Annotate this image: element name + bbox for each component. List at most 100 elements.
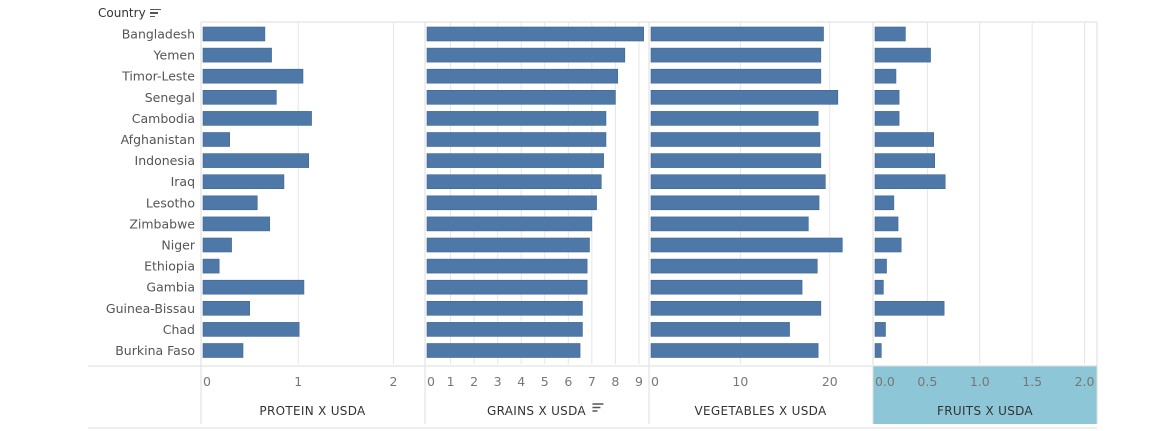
x-tick-label: 2 bbox=[389, 374, 397, 389]
bar[interactable] bbox=[202, 279, 305, 295]
bar[interactable] bbox=[426, 216, 593, 232]
country-label[interactable]: Indonesia bbox=[135, 153, 195, 168]
x-tick-label: 1.5 bbox=[1022, 374, 1042, 389]
bar[interactable] bbox=[202, 26, 266, 42]
bar[interactable] bbox=[202, 90, 277, 105]
bar[interactable] bbox=[202, 237, 232, 253]
bar[interactable] bbox=[650, 47, 822, 63]
bar[interactable] bbox=[874, 258, 887, 274]
bar[interactable] bbox=[202, 300, 250, 316]
country-label[interactable]: Guinea-Bissau bbox=[106, 301, 195, 316]
country-label[interactable]: Burkina Faso bbox=[115, 343, 195, 358]
bar[interactable] bbox=[650, 322, 790, 337]
x-tick-label: 0 bbox=[427, 374, 435, 389]
bar[interactable] bbox=[650, 343, 819, 358]
bar[interactable] bbox=[874, 237, 902, 253]
bar[interactable] bbox=[202, 111, 312, 126]
bar[interactable] bbox=[650, 132, 821, 147]
bar[interactable] bbox=[426, 300, 583, 316]
country-label[interactable]: Yemen bbox=[153, 48, 195, 63]
bar[interactable] bbox=[874, 111, 900, 126]
bar[interactable] bbox=[202, 343, 244, 358]
bar[interactable] bbox=[650, 174, 826, 189]
bar[interactable] bbox=[426, 279, 588, 295]
bar[interactable] bbox=[650, 111, 819, 126]
bar[interactable] bbox=[426, 132, 607, 147]
bar[interactable] bbox=[426, 258, 588, 274]
bar[interactable] bbox=[426, 343, 581, 358]
bar[interactable] bbox=[426, 174, 602, 189]
bar[interactable] bbox=[202, 47, 272, 63]
panel-title[interactable]: GRAINS X USDA bbox=[487, 404, 586, 418]
bar[interactable] bbox=[874, 322, 886, 337]
x-tick-label: 1.0 bbox=[970, 374, 990, 389]
bar[interactable] bbox=[874, 153, 936, 168]
bar[interactable] bbox=[426, 237, 590, 253]
bar[interactable] bbox=[202, 322, 300, 337]
bar[interactable] bbox=[650, 90, 839, 105]
bar[interactable] bbox=[426, 68, 619, 84]
fruits-panel-highlight bbox=[873, 366, 1097, 424]
x-tick-label: 0.0 bbox=[875, 374, 895, 389]
country-label[interactable]: Bangladesh bbox=[122, 27, 195, 42]
bar[interactable] bbox=[874, 195, 895, 211]
bar[interactable] bbox=[426, 47, 626, 63]
bar[interactable] bbox=[874, 132, 934, 147]
bar[interactable] bbox=[426, 153, 604, 168]
x-tick-label: 5 bbox=[541, 374, 549, 389]
bar[interactable] bbox=[874, 343, 882, 358]
country-label[interactable]: Niger bbox=[161, 238, 195, 253]
country-label[interactable]: Timor-Leste bbox=[121, 69, 195, 84]
bar[interactable] bbox=[202, 258, 220, 274]
bar[interactable] bbox=[426, 111, 607, 126]
x-tick-label: 10 bbox=[732, 374, 748, 389]
panel-title[interactable]: FRUITS X USDA bbox=[937, 404, 1033, 418]
bar[interactable] bbox=[650, 68, 822, 84]
bar[interactable] bbox=[650, 216, 809, 232]
panel-title[interactable]: VEGETABLES X USDA bbox=[695, 404, 827, 418]
bar[interactable] bbox=[650, 279, 803, 295]
country-label[interactable]: Ethiopia bbox=[144, 259, 195, 274]
bar[interactable] bbox=[202, 153, 309, 168]
x-tick-label: 0 bbox=[203, 374, 211, 389]
country-label[interactable]: Gambia bbox=[146, 280, 195, 295]
country-label[interactable]: Senegal bbox=[145, 90, 195, 105]
bar[interactable] bbox=[874, 279, 884, 295]
bar[interactable] bbox=[650, 26, 824, 42]
bar[interactable] bbox=[650, 258, 818, 274]
bar[interactable] bbox=[202, 132, 230, 147]
sort-descending-icon[interactable] bbox=[149, 8, 161, 18]
bar[interactable] bbox=[874, 174, 946, 189]
bar[interactable] bbox=[874, 300, 945, 316]
bar[interactable] bbox=[202, 195, 258, 211]
bar[interactable] bbox=[202, 216, 270, 232]
bar[interactable] bbox=[426, 322, 583, 337]
bar[interactable] bbox=[874, 68, 897, 84]
bar[interactable] bbox=[874, 26, 906, 42]
country-column-header[interactable]: Country bbox=[98, 6, 161, 20]
country-label[interactable]: Afghanistan bbox=[121, 132, 195, 147]
bar[interactable] bbox=[202, 68, 304, 84]
country-label[interactable]: Cambodia bbox=[132, 111, 195, 126]
bar[interactable] bbox=[650, 153, 822, 168]
country-label[interactable]: Chad bbox=[163, 322, 195, 337]
bar[interactable] bbox=[874, 216, 899, 232]
bar[interactable] bbox=[426, 26, 644, 42]
country-header-label: Country bbox=[98, 6, 146, 20]
x-tick-label: 20 bbox=[822, 374, 838, 389]
x-tick-label: 6 bbox=[564, 374, 572, 389]
bar[interactable] bbox=[202, 174, 285, 189]
bar[interactable] bbox=[874, 47, 931, 63]
x-tick-label: 7 bbox=[588, 374, 596, 389]
bar[interactable] bbox=[650, 237, 843, 253]
country-label[interactable]: Lesotho bbox=[146, 195, 195, 210]
country-label[interactable]: Zimbabwe bbox=[129, 216, 195, 231]
bar[interactable] bbox=[426, 90, 616, 105]
bar[interactable] bbox=[650, 195, 820, 211]
bar[interactable] bbox=[426, 195, 597, 211]
bar[interactable] bbox=[650, 300, 822, 316]
country-label[interactable]: Iraq bbox=[171, 174, 195, 189]
bar[interactable] bbox=[874, 90, 900, 105]
panel-title[interactable]: PROTEIN X USDA bbox=[259, 404, 366, 418]
